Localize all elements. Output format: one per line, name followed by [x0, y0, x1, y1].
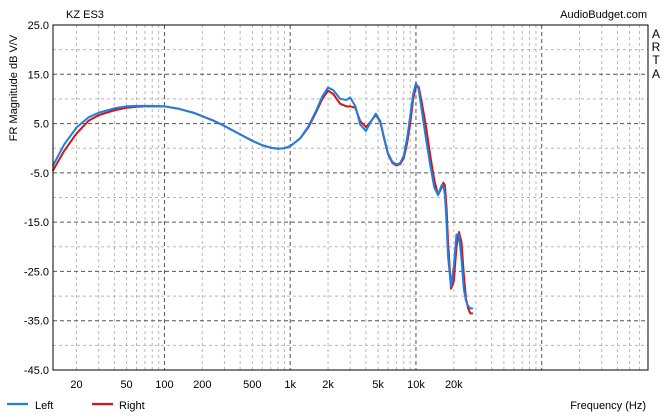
x-axis-label: Frequency (Hz) [570, 400, 646, 412]
series-line-left [52, 82, 474, 310]
y-axis-label: FR Magnitude dB V/V [8, 34, 20, 141]
x-tick-label: 1k [284, 379, 296, 391]
x-tick-label: 100 [155, 379, 173, 391]
series-group [52, 82, 474, 315]
y-tick-labels: 25.0 15.0 5.0 -5.0 -15.0 -25.0 -35.0 -45.0 [24, 20, 49, 377]
arta-letter-t: T [652, 53, 660, 67]
y-tick-label: -5.0 [30, 168, 49, 180]
y-tick-label: -15.0 [24, 217, 49, 229]
x-tick-label: 200 [193, 379, 211, 391]
legend: Left Right [7, 400, 145, 412]
x-tick-label: 2k [322, 379, 334, 391]
x-tick-label: 20k [445, 379, 463, 391]
y-tick-label: -25.0 [24, 266, 49, 278]
legend-label-right: Right [119, 400, 145, 412]
legend-label-left: Left [35, 400, 53, 412]
chart-title: KZ ES3 [66, 9, 104, 21]
y-tick-label: 25.0 [28, 20, 49, 32]
x-tick-label: 20 [70, 379, 82, 391]
arta-letter-r: R [652, 40, 661, 54]
watermark: AudioBudget.com [560, 9, 647, 21]
plot-frame [52, 24, 649, 371]
x-tick-labels: 20 50 100 200 500 1k 2k 5k 10k 20k [70, 379, 463, 391]
y-tick-label: 5.0 [34, 119, 49, 131]
y-tick-label: 15.0 [28, 69, 49, 81]
x-tick-label: 50 [120, 379, 132, 391]
arta-letter-a2: A [652, 67, 660, 81]
arta-letter-a1: A [652, 27, 660, 41]
plot-background [53, 25, 648, 370]
x-tick-label: 500 [243, 379, 261, 391]
x-tick-label: 5k [372, 379, 384, 391]
x-tick-label: 10k [407, 379, 425, 391]
y-tick-label: -35.0 [24, 316, 49, 328]
y-tick-label: -45.0 [24, 365, 49, 377]
